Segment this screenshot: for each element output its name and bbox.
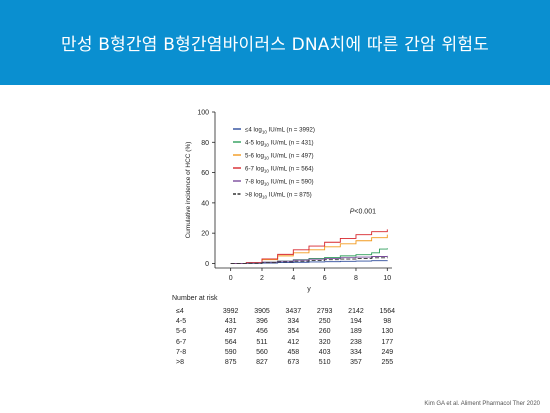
- risk-row-label: 4-5: [176, 318, 187, 326]
- citation: Kim GA et al. Aliment Pharmacol Ther 202…: [424, 401, 540, 407]
- risk-cell: 2793: [316, 308, 333, 315]
- risk-row: >8 875 827 673 510 357 255: [176, 359, 398, 369]
- risk-cell: 334: [287, 318, 300, 326]
- x-tick-label: 2: [260, 275, 264, 282]
- risk-cell: 673: [287, 359, 300, 366]
- y-tick-label: 40: [201, 200, 209, 207]
- risk-row-label: 7-8: [176, 348, 187, 356]
- risk-cell: 456: [256, 328, 268, 336]
- risk-table-title: Number at risk: [172, 295, 218, 302]
- cumulative-incidence-chart: 0 20 40 60 80 100 0 2 4 6 8 10 y Cumulative incidence…: [185, 110, 392, 293]
- legend-entry-3: 5-6 log10 IU/mL (n = 497): [245, 153, 314, 161]
- legend-entry-5: 7-8 log10 IU/mL (n = 590): [245, 179, 314, 187]
- y-axis-label: Cumulative incidence of HCC (%): [185, 142, 192, 239]
- risk-cell: 403: [318, 348, 331, 356]
- risk-cell: 3992: [222, 308, 239, 315]
- risk-cell: 357: [350, 359, 362, 366]
- x-tick-label: 4: [291, 275, 295, 282]
- x-tick-label: 6: [323, 275, 327, 282]
- risk-cell: 497: [224, 328, 237, 336]
- risk-row-label: ≤4: [176, 308, 184, 315]
- risk-cell: 250: [318, 318, 331, 326]
- risk-cell: 875: [224, 359, 237, 366]
- risk-cell: 431: [224, 318, 237, 326]
- risk-cell: 1564: [379, 308, 396, 315]
- y-tick-label: 100: [197, 110, 209, 117]
- risk-cell: 458: [287, 348, 300, 356]
- risk-cell: 130: [381, 328, 394, 336]
- risk-cell: 2142: [348, 308, 364, 315]
- risk-cell: 560: [256, 348, 268, 356]
- risk-cell: 412: [287, 338, 300, 346]
- risk-cell: 354: [287, 328, 300, 336]
- risk-cell: 510: [318, 359, 331, 366]
- risk-cell: 3437: [285, 308, 302, 315]
- x-axis-label: y: [307, 286, 311, 293]
- risk-cell: 590: [224, 348, 237, 356]
- risk-row: ≤4 3992 3905 3437 2793 2142 1564: [176, 308, 398, 318]
- risk-row-label: 5-6: [176, 328, 187, 336]
- risk-row: 4-5 431 396 334 250 194 98: [176, 318, 398, 328]
- risk-cell: 249: [381, 348, 394, 356]
- risk-cell: 827: [256, 359, 268, 366]
- risk-cell: 238: [350, 338, 362, 346]
- x-tick-label: 0: [229, 275, 233, 282]
- risk-cell: 3905: [254, 308, 270, 315]
- risk-cell: 189: [350, 328, 362, 336]
- x-tick-label: 8: [354, 275, 358, 282]
- legend-entry-4: 6-7 log10 IU/mL (n = 564): [245, 166, 314, 174]
- series-line-4: [230, 229, 388, 264]
- series-line-6: [230, 257, 388, 264]
- risk-cell: 564: [224, 338, 237, 346]
- y-tick-label: 20: [201, 231, 209, 238]
- risk-row-label: >8: [176, 359, 184, 366]
- x-tick-label: 10: [383, 275, 391, 282]
- y-tick-label: 0: [205, 261, 209, 268]
- risk-cell: 260: [318, 328, 331, 336]
- risk-row-label: 6-7: [176, 338, 187, 346]
- y-tick-label: 60: [201, 170, 209, 177]
- risk-cell: 320: [318, 338, 331, 346]
- risk-row: 7-8 590 560 458 403 334 249: [176, 348, 398, 359]
- slide-title: 만성 B형간염 B형간염바이러스 DNA치에 따른 간암 위험도: [60, 35, 490, 55]
- p-value-annotation: P<0.001: [350, 208, 376, 215]
- risk-cell: 396: [256, 318, 268, 326]
- risk-cell: 511: [256, 338, 268, 346]
- risk-cell: 255: [381, 359, 394, 366]
- risk-row: 6-7 564 511 412 320 238 177: [176, 338, 398, 349]
- risk-cell: 177: [381, 338, 394, 346]
- legend-entry-2: 4-5 log10 IU/mL (n = 431): [245, 140, 314, 148]
- risk-cell: 98: [383, 318, 392, 326]
- legend-entry-1: ≤4 log10 IU/mL (n = 3992): [245, 127, 315, 135]
- risk-row: 5-6 497 456 354 260 189 130: [176, 328, 398, 338]
- legend-entry-6: >8 log10 IU/mL (n = 875): [245, 192, 312, 200]
- y-tick-label: 80: [201, 140, 209, 147]
- risk-cell: 194: [350, 318, 362, 326]
- risk-cell: 334: [350, 348, 362, 356]
- title-banner: 만성 B형간염 B형간염바이러스 DNA치에 따른 간암 위험도: [0, 0, 550, 85]
